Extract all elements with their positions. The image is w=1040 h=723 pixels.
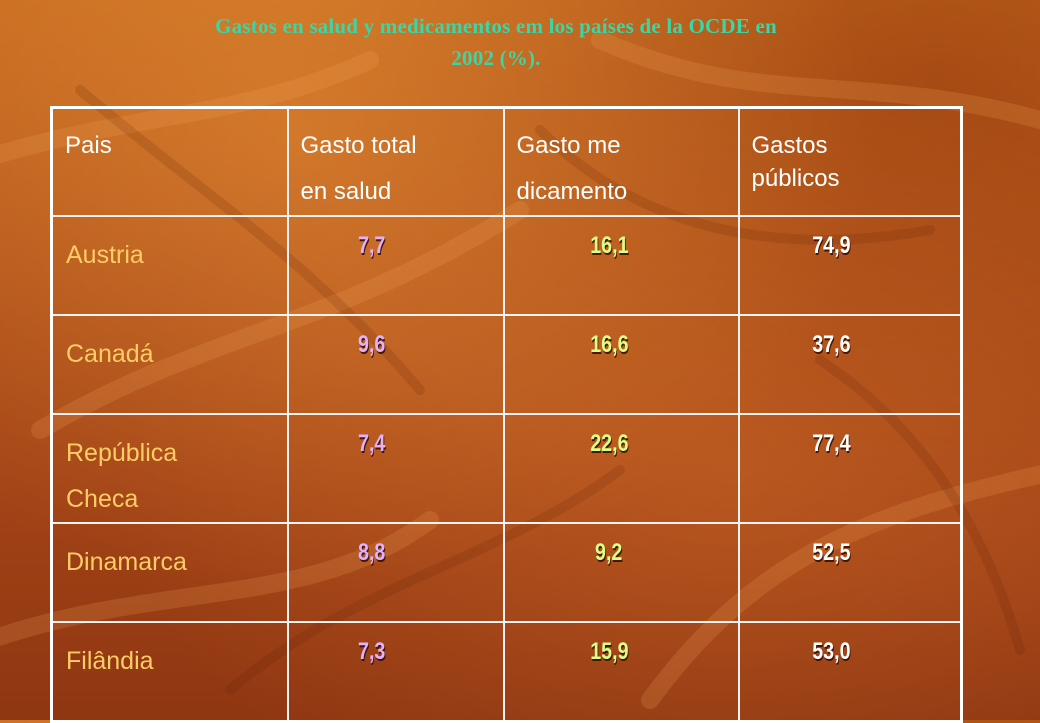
public-value: 74,9 [812, 232, 851, 259]
country-name-line-1: República [66, 439, 178, 467]
country-name: Dinamarca [66, 548, 187, 576]
total-health-value: 7,7 [357, 232, 386, 259]
total-health-value: 7,3 [357, 638, 386, 665]
header-public-line-2: públicos [751, 165, 840, 192]
header-total-health: Gasto total en salud [286, 106, 505, 217]
country-name: Canadá [66, 340, 154, 368]
public-cell: 74,9 [737, 215, 963, 316]
header-total-health-line-1: Gasto total [300, 132, 417, 159]
public-value: 37,6 [812, 331, 851, 358]
public-value: 52,5 [812, 539, 851, 566]
country-name-line-2: Checa [66, 485, 139, 513]
table-row-austria: Austria 7,7 16,1 74,9 [50, 215, 963, 316]
total-health-cell: 7,4 [286, 413, 505, 524]
country-cell: Filândia [50, 621, 289, 722]
header-total-health-line-2: en salud [300, 178, 392, 205]
table-row-canada: Canadá 9,6 16,6 37,6 [50, 314, 963, 415]
medicine-cell: 16,6 [502, 314, 740, 415]
title-line-2: 2002 (%). [451, 46, 541, 70]
country-name: Filândia [66, 647, 154, 675]
total-health-cell: 7,7 [286, 215, 505, 316]
public-cell: 37,6 [737, 314, 963, 415]
page-title: Gastos en salud y medicamentos em los pa… [56, 10, 936, 74]
header-country: Pais [50, 106, 289, 217]
medicine-value: 15,9 [589, 638, 629, 665]
medicine-value: 16,1 [589, 232, 629, 259]
table-row-denmark: Dinamarca 8,8 9,2 52,5 [50, 522, 963, 623]
total-health-cell: 9,6 [286, 314, 505, 415]
header-public: Gastos públicos [737, 106, 963, 217]
medicine-value: 22,6 [589, 430, 629, 457]
country-cell: República Checa [50, 413, 289, 524]
header-public-line-1: Gastos [751, 132, 828, 159]
medicine-value: 9,2 [595, 539, 623, 566]
total-health-cell: 8,8 [286, 522, 505, 623]
total-health-value: 9,6 [357, 331, 386, 358]
total-health-cell: 7,3 [286, 621, 505, 722]
public-cell: 53,0 [737, 621, 963, 722]
medicine-cell: 9,2 [502, 522, 740, 623]
public-value: 53,0 [812, 638, 851, 665]
medicine-value: 16,6 [589, 331, 629, 358]
country-name: Austria [66, 241, 144, 269]
header-medicine-line-1: Gasto me [516, 132, 621, 159]
header-public-wrap: Gastos públicos [752, 129, 961, 195]
country-cell: Austria [50, 215, 289, 316]
table-header-row: Pais Gasto total en salud Gasto me dicam… [50, 106, 963, 217]
header-medicine: Gasto me dicamento [502, 106, 740, 217]
medicine-cell: 15,9 [502, 621, 740, 722]
table-row-finland: Filândia 7,3 15,9 53,0 [50, 621, 963, 722]
table-row-czech-republic: República Checa 7,4 22,6 77,4 [50, 413, 963, 524]
medicine-cell: 22,6 [502, 413, 740, 524]
medicine-cell: 16,1 [502, 215, 740, 316]
public-cell: 77,4 [737, 413, 963, 524]
country-cell: Dinamarca [50, 522, 289, 623]
public-value: 77,4 [812, 430, 851, 457]
total-health-value: 8,8 [357, 539, 386, 566]
public-cell: 52,5 [737, 522, 963, 623]
total-health-value: 7,4 [357, 430, 386, 457]
oecd-spending-table: Pais Gasto total en salud Gasto me dicam… [50, 106, 963, 723]
country-cell: Canadá [50, 314, 289, 415]
header-country-label: Pais [65, 132, 112, 159]
header-medicine-line-2: dicamento [516, 178, 628, 205]
title-line-1: Gastos en salud y medicamentos em los pa… [215, 14, 777, 38]
